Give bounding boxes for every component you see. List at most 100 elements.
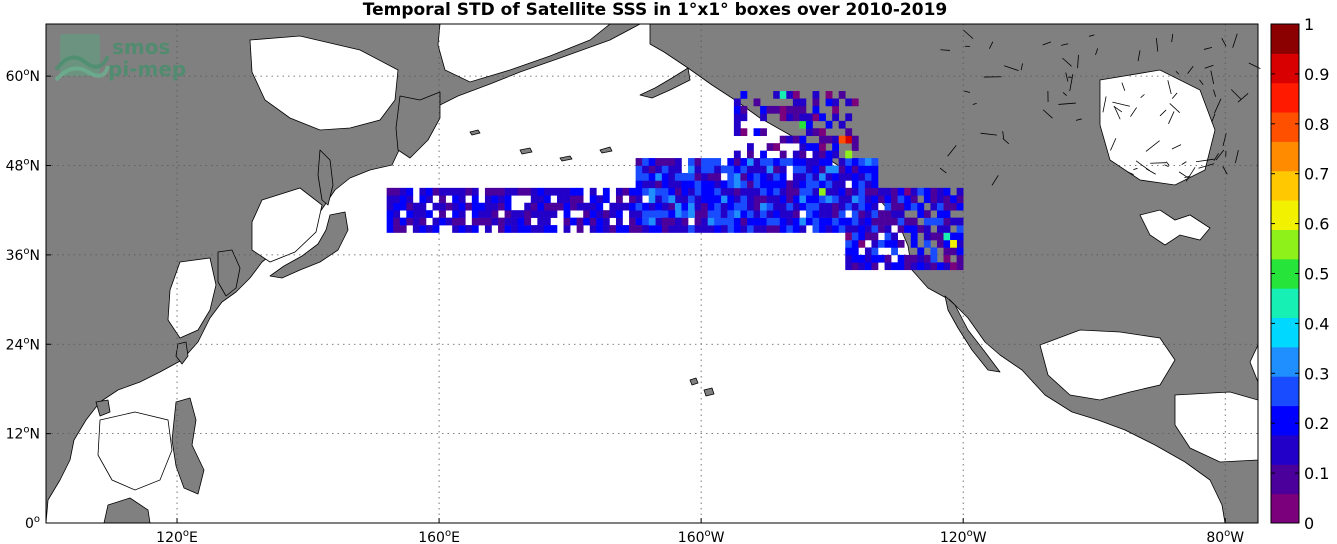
std-cell xyxy=(845,172,853,181)
std-cell xyxy=(832,150,840,159)
std-cell xyxy=(439,217,446,226)
std-cell xyxy=(766,165,774,174)
std-cell xyxy=(655,158,663,166)
std-cell xyxy=(701,225,708,233)
island-stroke xyxy=(940,49,950,51)
std-cell xyxy=(766,187,774,196)
std-cell xyxy=(936,210,944,218)
std-cell xyxy=(452,195,460,204)
std-cell xyxy=(720,195,728,204)
std-cell xyxy=(792,180,800,189)
lon-tick-label: 160oE xyxy=(418,528,460,544)
std-cell xyxy=(792,225,800,233)
std-cell xyxy=(923,187,931,196)
std-cell xyxy=(707,165,715,174)
std-cell xyxy=(412,225,420,233)
std-cell xyxy=(799,143,807,151)
std-cell xyxy=(910,217,918,226)
std-cell xyxy=(733,128,741,137)
std-cell xyxy=(766,195,774,204)
island-stroke xyxy=(1002,138,1010,145)
hudson-bay xyxy=(1099,69,1216,186)
std-cell xyxy=(956,187,964,196)
std-cell xyxy=(851,98,859,107)
std-cell xyxy=(642,225,650,233)
std-cell xyxy=(766,172,774,181)
std-cell xyxy=(864,217,872,226)
std-cell xyxy=(871,247,879,256)
std-cell xyxy=(812,172,820,181)
std-cell xyxy=(471,195,479,204)
std-cell xyxy=(936,239,944,248)
std-cell xyxy=(943,187,951,196)
std-cell xyxy=(511,225,518,233)
std-cell xyxy=(910,225,918,233)
std-cell xyxy=(923,225,931,233)
std-cell xyxy=(884,217,892,226)
std-cell xyxy=(478,202,486,211)
std-cell xyxy=(878,254,885,263)
lat-tick-label: 0o xyxy=(25,514,40,532)
std-cell xyxy=(825,120,833,129)
std-cell xyxy=(904,225,912,233)
std-cell xyxy=(406,187,414,196)
std-cell xyxy=(720,180,728,189)
island-stroke xyxy=(1137,50,1141,62)
std-cell xyxy=(864,158,872,166)
std-cell xyxy=(524,225,532,233)
std-cell xyxy=(799,120,807,129)
std-cell xyxy=(760,187,767,196)
std-cell xyxy=(740,225,748,233)
std-cell xyxy=(727,158,735,166)
std-cell xyxy=(681,180,689,189)
std-cell xyxy=(648,225,656,233)
std-cell xyxy=(563,217,571,226)
std-cell xyxy=(733,158,741,166)
std-cell xyxy=(746,180,754,189)
std-cell xyxy=(838,135,846,144)
std-cell xyxy=(498,217,505,226)
std-cell xyxy=(936,217,944,226)
std-cell xyxy=(897,262,905,271)
std-cell xyxy=(917,187,925,196)
std-cell xyxy=(897,210,905,218)
std-cell xyxy=(629,195,636,204)
std-cell xyxy=(701,195,708,204)
borneo-island xyxy=(103,497,151,523)
std-cell xyxy=(753,128,761,137)
great-lakes xyxy=(1139,209,1211,246)
colorbar-segment xyxy=(1271,317,1299,348)
std-cell xyxy=(504,187,512,196)
yellow-sea xyxy=(167,257,217,339)
std-cell xyxy=(891,187,898,196)
std-cell xyxy=(635,187,643,196)
island-stroke xyxy=(991,175,999,186)
island-stroke xyxy=(1214,98,1222,114)
std-cell xyxy=(615,225,623,233)
std-cell xyxy=(832,105,840,114)
std-cell xyxy=(432,225,440,233)
std-cell xyxy=(825,172,833,181)
std-cell xyxy=(838,217,846,226)
std-cell xyxy=(799,202,807,211)
std-cell xyxy=(858,165,866,174)
std-cell xyxy=(779,225,787,233)
korean-peninsula xyxy=(217,249,241,297)
std-cell xyxy=(805,180,813,189)
std-cell xyxy=(714,195,722,204)
std-cell xyxy=(864,247,872,256)
std-cell xyxy=(439,202,446,211)
std-cell xyxy=(681,195,689,204)
std-cell xyxy=(871,172,879,181)
std-cell xyxy=(688,210,695,218)
std-cell xyxy=(864,254,872,263)
std-cell xyxy=(504,202,512,211)
std-cell xyxy=(832,225,840,233)
std-cell xyxy=(871,217,879,226)
std-cell xyxy=(740,217,748,226)
std-cell xyxy=(642,172,650,181)
std-cell xyxy=(517,210,525,218)
std-cell xyxy=(484,195,492,204)
std-cell xyxy=(858,232,866,241)
std-cell xyxy=(458,195,466,204)
